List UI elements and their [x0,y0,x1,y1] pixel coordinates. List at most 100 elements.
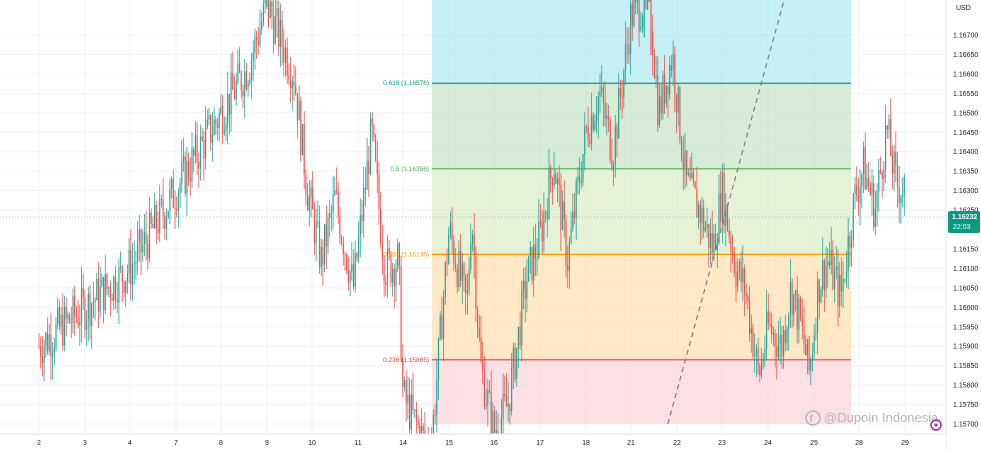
candle-body [317,221,319,223]
candle-body [63,306,66,346]
candle-body [798,298,800,330]
candle-body [536,257,538,259]
date-tick-label: 24 [764,440,772,447]
candle-body [560,184,562,230]
candle-body [793,294,795,315]
candle-body [662,75,664,114]
candle-body [245,71,247,90]
candle-body [104,274,106,311]
candle-body [692,172,695,183]
candle-body [164,215,166,229]
candle-body [91,304,93,326]
candle-body [278,8,280,47]
candle-body [477,309,479,328]
candle-body [368,160,370,175]
fib-lines[interactable] [432,82,851,361]
candle-body [410,394,412,430]
candle-body [664,75,666,104]
gear-icon[interactable] [930,419,942,431]
candle-body [675,95,678,113]
date-tick-label: 22 [673,440,681,447]
candle-body [665,85,667,104]
candle-body [667,85,669,95]
candle-body [808,339,810,371]
candle-body [631,4,633,26]
candle-body [145,232,147,244]
candle-body [186,160,188,194]
current-price-label: 1.16232 [952,214,977,221]
candle-body [218,113,220,129]
candle-body [570,228,572,243]
candle-body [723,172,725,226]
price-tick-label: 1.16300 [953,188,978,195]
candle-body [86,319,88,330]
candle-body [482,361,484,371]
candle-body [822,260,824,289]
candle-body [298,100,300,121]
candle-body [62,314,64,346]
candle-body [738,261,740,273]
candle-body [242,90,244,97]
candle-body [682,157,684,168]
candle-body [106,274,108,289]
candle-body [720,193,722,222]
candle-body [230,72,232,115]
candle-body [772,332,774,335]
candle-body [565,219,567,266]
candle-body [512,348,514,368]
candle-body [759,366,761,376]
candle-body [375,136,377,160]
candle-body [681,139,683,158]
countdown-label: 22:03 [953,224,971,231]
candle-body [837,266,839,306]
candle-body [369,118,372,175]
candle-body [191,149,193,182]
svg-text:f: f [810,414,814,425]
trend-line[interactable] [667,0,785,425]
candle-body [271,1,273,17]
candle-body [339,215,341,239]
candle-body [573,211,576,218]
candle-body [847,236,849,272]
candle-body [745,293,747,297]
candle-body [893,151,895,174]
candle-body [203,140,205,160]
candle-body [403,380,406,388]
candle-body [162,199,164,216]
candle-body [114,276,117,300]
candle-body [861,174,863,187]
candle-body [402,359,404,388]
time-axis[interactable] [0,434,946,451]
fib-label: 0.382 (1.16136) [383,251,429,258]
candle-body [711,233,713,254]
candle-body [886,125,888,130]
candle-body [579,176,581,184]
price-tick-label: 1.16450 [953,130,978,137]
candle-body [281,19,283,48]
candle-body [580,182,582,184]
candle-body [844,279,846,281]
price-tick-label: 1.16150 [953,246,978,253]
candle-body [80,288,83,323]
candle-body [713,233,715,254]
candle-body [332,195,334,212]
candle-body [407,394,409,404]
candle-body [898,186,900,204]
candle-body [830,249,832,266]
candle-body [417,421,419,426]
candle-body [329,212,331,218]
candle-body [630,4,632,55]
candle-body [232,72,234,90]
candle-body [572,211,574,229]
candle-body [900,196,902,204]
candle-body [834,269,836,289]
price-tick-label: 1.15900 [953,344,978,351]
candle-body [589,141,591,144]
candle-body [866,177,868,190]
candle-body [590,115,593,144]
candle-body [740,261,742,283]
candle-body [303,124,305,175]
candle-body [483,370,485,407]
candle-body [509,403,511,412]
